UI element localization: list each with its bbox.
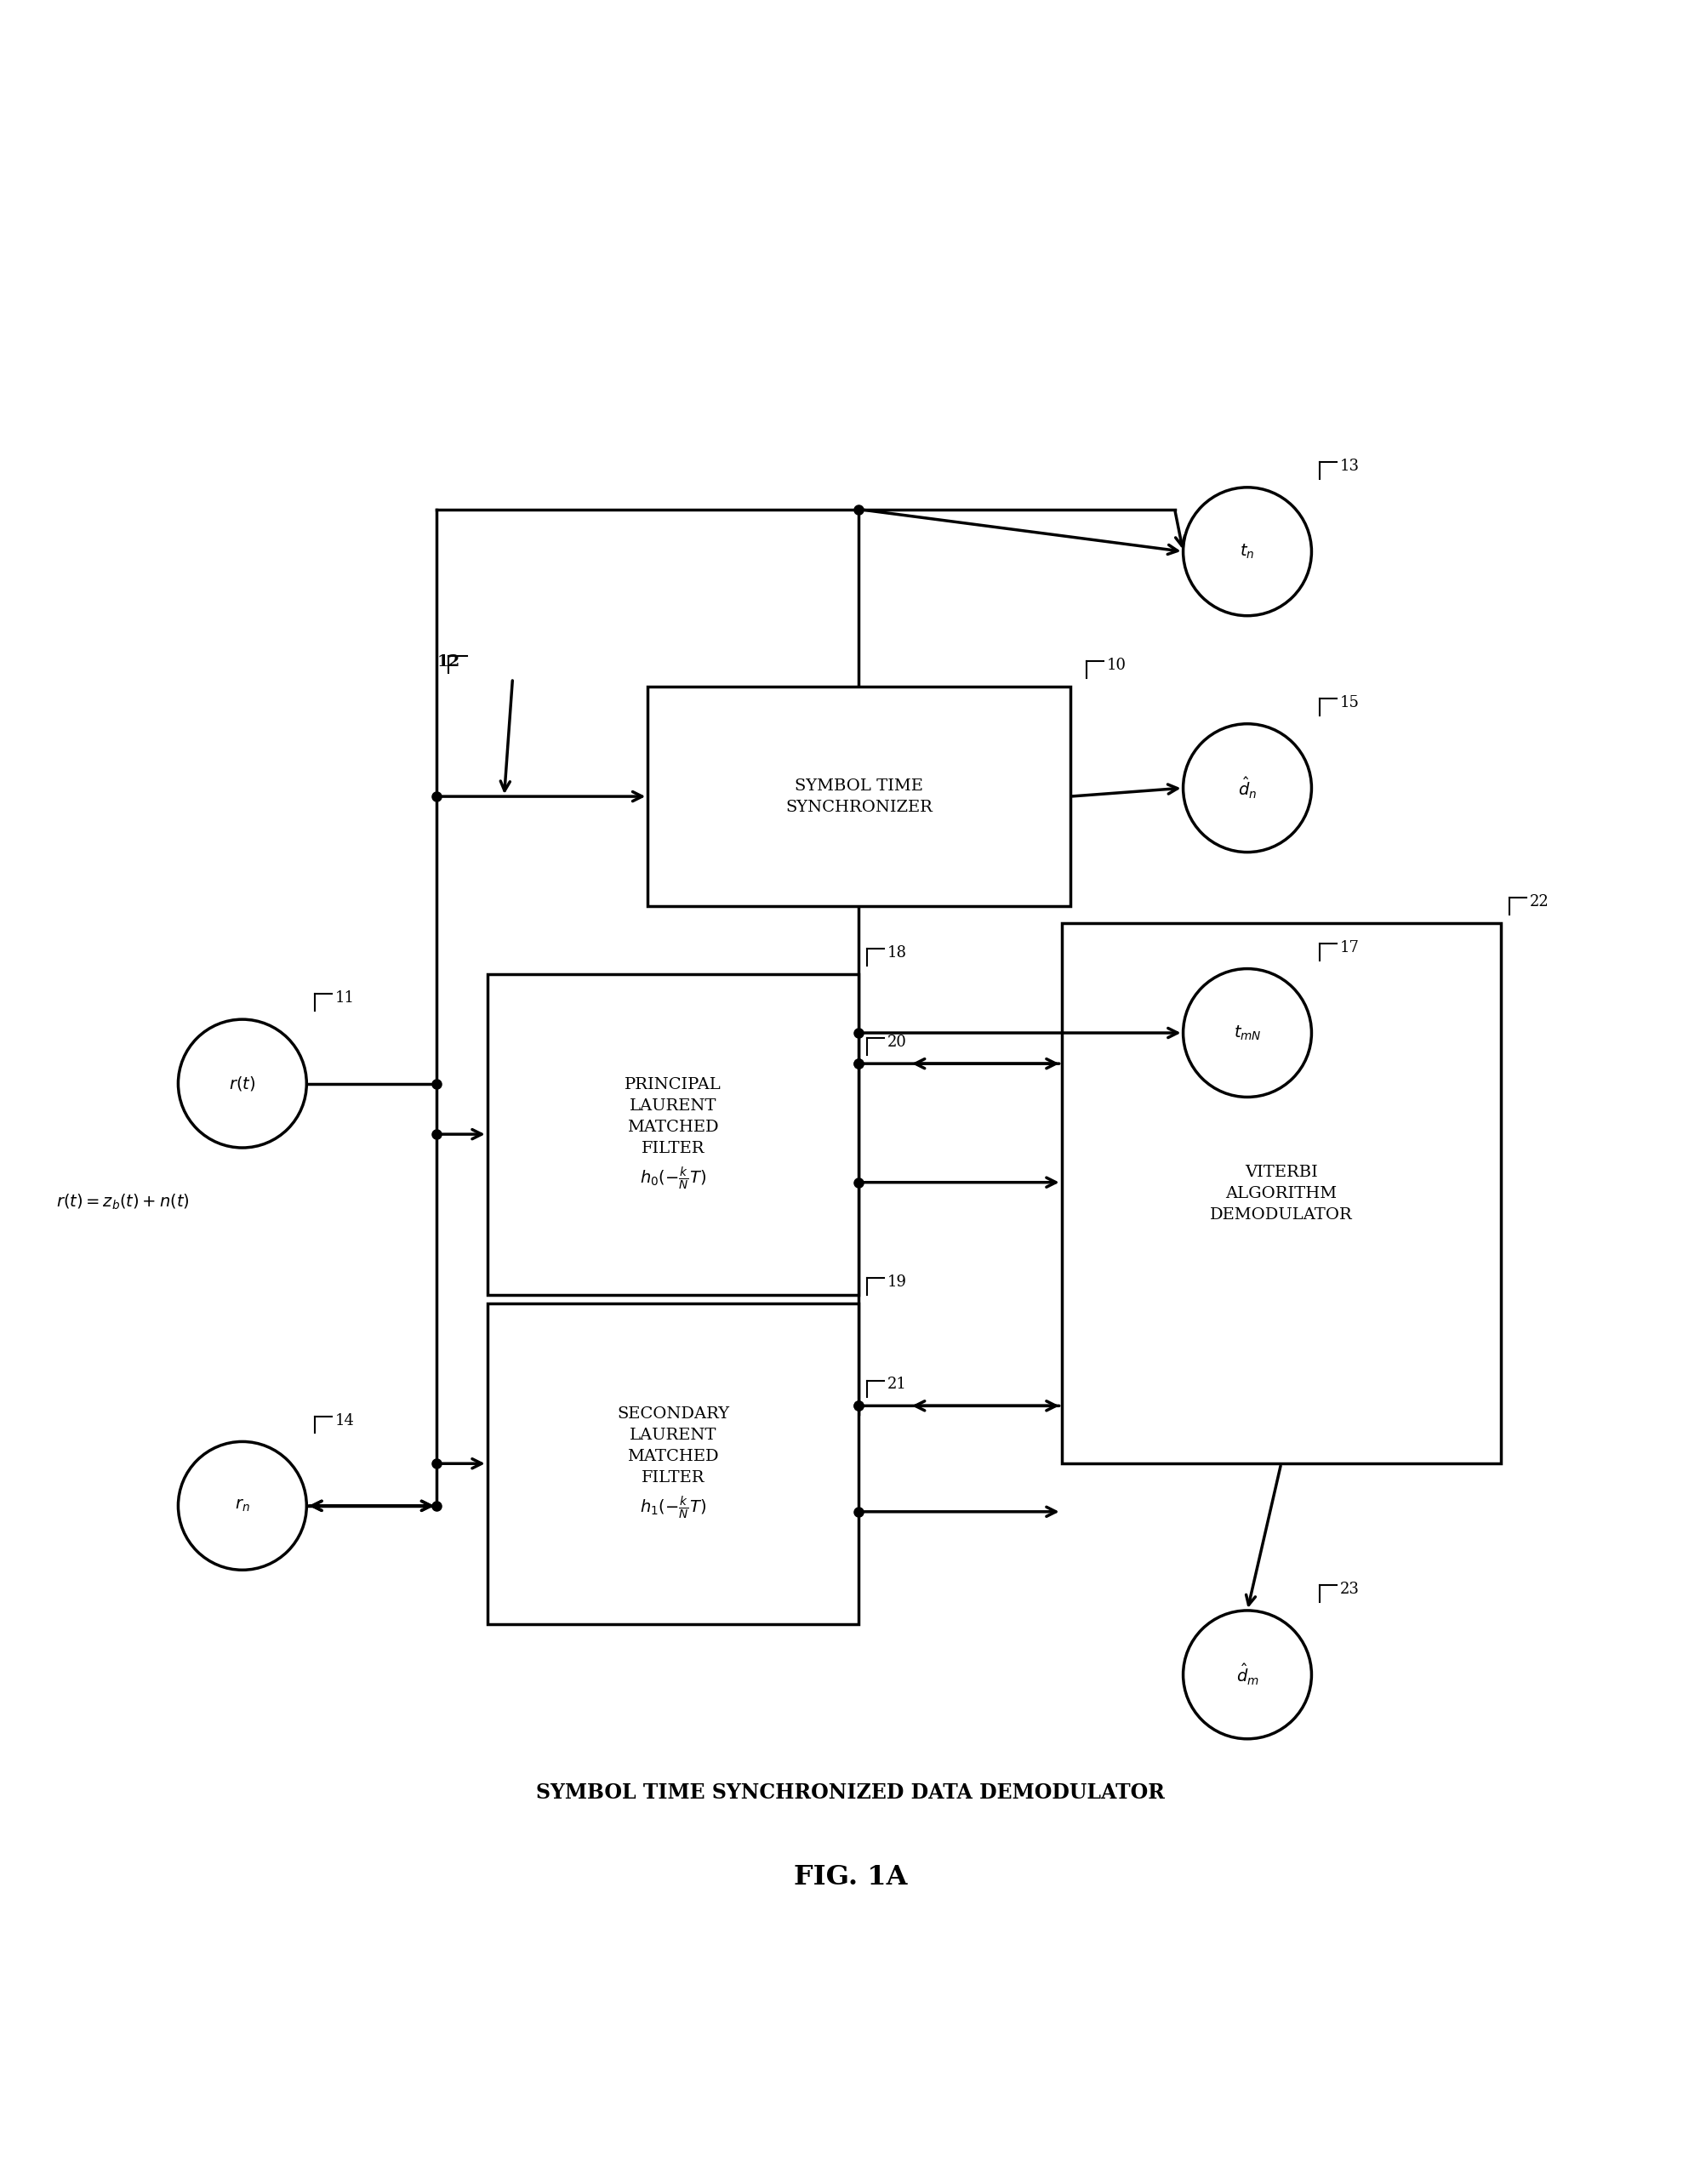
- Text: 15: 15: [1340, 695, 1358, 710]
- Text: 12: 12: [437, 655, 459, 670]
- Text: 10: 10: [1107, 657, 1125, 673]
- Text: $\hat{d}_n$: $\hat{d}_n$: [1238, 775, 1256, 799]
- Text: SECONDARY
LAURENT
MATCHED
FILTER
$h_1(-\frac{k}{N}T)$: SECONDARY LAURENT MATCHED FILTER $h_1(-\…: [617, 1406, 729, 1520]
- Text: 17: 17: [1340, 939, 1358, 954]
- Circle shape: [178, 1441, 306, 1570]
- Circle shape: [178, 1020, 306, 1149]
- Circle shape: [1183, 723, 1311, 852]
- Text: 21: 21: [887, 1376, 906, 1391]
- Text: $r(t)$: $r(t)$: [230, 1075, 255, 1092]
- Bar: [486, 974, 858, 1295]
- Bar: [486, 1304, 858, 1625]
- Text: SYMBOL TIME SYNCHRONIZED DATA DEMODULATOR: SYMBOL TIME SYNCHRONIZED DATA DEMODULATO…: [536, 1782, 1165, 1804]
- Text: 19: 19: [887, 1273, 906, 1289]
- Text: $r(t) = z_b(t) + n(t)$: $r(t) = z_b(t) + n(t)$: [56, 1192, 190, 1212]
- Text: 20: 20: [887, 1035, 906, 1051]
- Text: FIG. 1A: FIG. 1A: [794, 1865, 906, 1891]
- Circle shape: [1183, 487, 1311, 616]
- Text: 14: 14: [335, 1413, 355, 1428]
- Text: $\hat{d}_m$: $\hat{d}_m$: [1236, 1662, 1258, 1686]
- Bar: [648, 686, 1069, 906]
- Circle shape: [1183, 1610, 1311, 1738]
- Text: SYMBOL TIME
SYNCHRONIZER: SYMBOL TIME SYNCHRONIZER: [785, 778, 932, 815]
- Text: 23: 23: [1340, 1581, 1358, 1597]
- Circle shape: [1183, 970, 1311, 1096]
- Text: PRINCIPAL
LAURENT
MATCHED
FILTER
$h_0(-\frac{k}{N}T)$: PRINCIPAL LAURENT MATCHED FILTER $h_0(-\…: [624, 1077, 721, 1192]
- Text: 18: 18: [887, 946, 906, 961]
- Text: $t_n$: $t_n$: [1239, 542, 1255, 561]
- Text: $t_{mN}$: $t_{mN}$: [1232, 1024, 1261, 1042]
- Bar: [1061, 924, 1499, 1463]
- Text: 13: 13: [1340, 459, 1358, 474]
- Text: 22: 22: [1528, 893, 1549, 909]
- Text: $r_n$: $r_n$: [235, 1498, 250, 1514]
- Text: VITERBI
ALGORITHM
DEMODULATOR: VITERBI ALGORITHM DEMODULATOR: [1209, 1164, 1352, 1223]
- Text: 11: 11: [335, 992, 355, 1007]
